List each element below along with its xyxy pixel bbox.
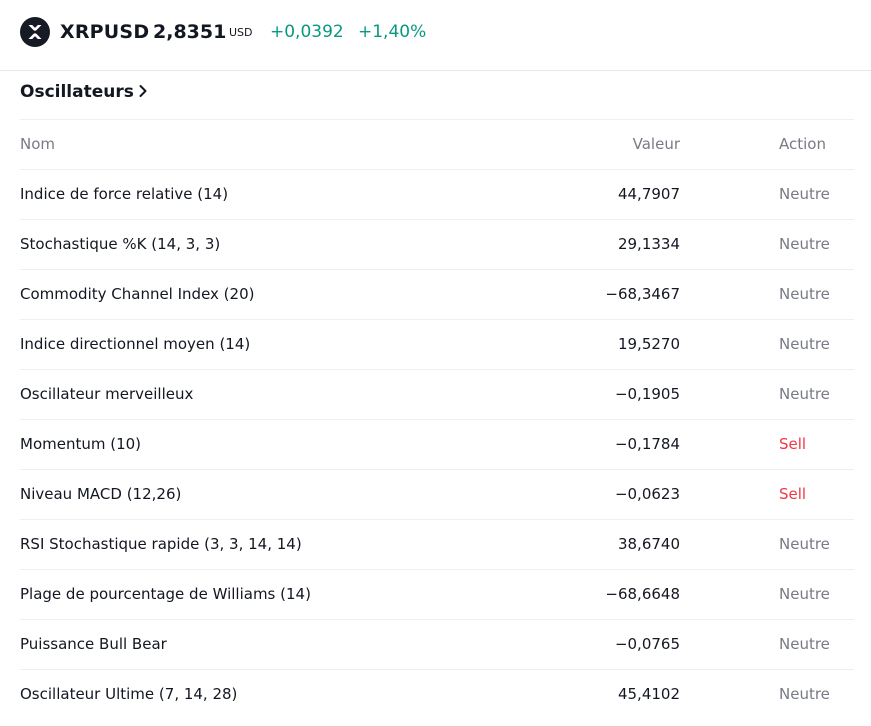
indicator-name: Oscillateur Ultime (7, 14, 28): [20, 685, 238, 703]
indicator-name: Commodity Channel Index (20): [20, 285, 255, 303]
indicator-name: Stochastique %K (14, 3, 3): [20, 235, 221, 253]
xrp-logo-icon: [20, 17, 50, 47]
indicator-action: Neutre: [779, 685, 830, 703]
table-row: Oscillateur Ultime (7, 14, 28) 45,4102 Neu…: [20, 669, 854, 719]
indicator-action: Neutre: [779, 635, 830, 653]
table-row: Momentum (10) −0,1784 Sell: [20, 419, 854, 469]
indicator-action: Sell: [779, 435, 807, 453]
price-currency: USD: [229, 26, 253, 39]
section-title: Oscillateurs: [20, 82, 134, 102]
indicator-value: 38,6740: [617, 535, 680, 553]
indicator-name: Niveau MACD (12,26): [20, 485, 182, 503]
indicator-value: 45,4102: [617, 685, 680, 703]
oscillators-section-link[interactable]: Oscillateurs: [20, 80, 148, 105]
symbol-header: XRPUSD 2,8351 USD +0,0392 +1,40%: [0, 0, 871, 71]
indicator-action: Neutre: [779, 185, 830, 203]
table-row: Indice de force relative (14) 44,7907 Neut…: [20, 169, 854, 219]
table-row: RSI Stochastique rapide (3, 3, 14, 14) 38…: [20, 519, 854, 569]
indicator-name: Indice de force relative (14): [20, 185, 229, 203]
indicator-value: −0,1784: [614, 435, 680, 453]
indicator-value: −68,3467: [605, 285, 680, 303]
table-row: Plage de pourcentage de Williams (14) −68…: [20, 569, 854, 619]
indicator-action: Neutre: [779, 585, 830, 603]
table-row: Puissance Bull Bear −0,0765 Neutre: [20, 619, 854, 669]
column-header-name: Nom: [20, 135, 56, 153]
indicator-action: Neutre: [779, 535, 830, 553]
last-price: 2,8351: [153, 21, 227, 43]
indicator-name: Indice directionnel moyen (14): [20, 335, 251, 353]
indicator-name: RSI Stochastique rapide (3, 3, 14, 14): [20, 535, 302, 553]
price-change: +0,0392: [270, 22, 344, 42]
table-header: Nom Valeur Action: [20, 119, 854, 169]
table-row: Commodity Channel Index (20) −68,3467 Neut…: [20, 269, 854, 319]
indicator-action: Sell: [779, 485, 807, 503]
indicator-action: Neutre: [779, 335, 830, 353]
table-row: Oscillateur merveilleux −0,1905 Neutre: [20, 369, 854, 419]
symbol-name: XRPUSD: [60, 21, 150, 43]
price-change-percent: +1,40%: [358, 22, 427, 42]
indicator-value: 44,7907: [617, 185, 680, 203]
table-row: Stochastique %K (14, 3, 3) 29,1334 Neutre: [20, 219, 854, 269]
indicator-name: Puissance Bull Bear: [20, 635, 167, 653]
table-row: Indice directionnel moyen (14) 19,5270 Neu…: [20, 319, 854, 369]
indicator-action: Neutre: [779, 385, 830, 403]
indicator-name: Oscillateur merveilleux: [20, 385, 194, 403]
oscillators-table: Nom Valeur Action Indice de force relati…: [20, 119, 854, 719]
indicator-value: 29,1334: [617, 235, 680, 253]
indicator-action: Neutre: [779, 285, 830, 303]
column-header-value: Valeur: [632, 135, 680, 153]
indicator-name: Plage de pourcentage de Williams (14): [20, 585, 311, 603]
indicator-action: Neutre: [779, 235, 830, 253]
indicator-value: −0,0623: [614, 485, 680, 503]
table-row: Niveau MACD (12,26) −0,0623 Sell: [20, 469, 854, 519]
indicator-value: −0,1905: [614, 385, 680, 403]
indicator-value: 19,5270: [617, 335, 680, 353]
indicator-name: Momentum (10): [20, 435, 142, 453]
chevron-right-icon: [138, 81, 148, 105]
indicator-value: −68,6648: [605, 585, 680, 603]
indicator-value: −0,0765: [614, 635, 680, 653]
column-header-action: Action: [779, 135, 826, 153]
